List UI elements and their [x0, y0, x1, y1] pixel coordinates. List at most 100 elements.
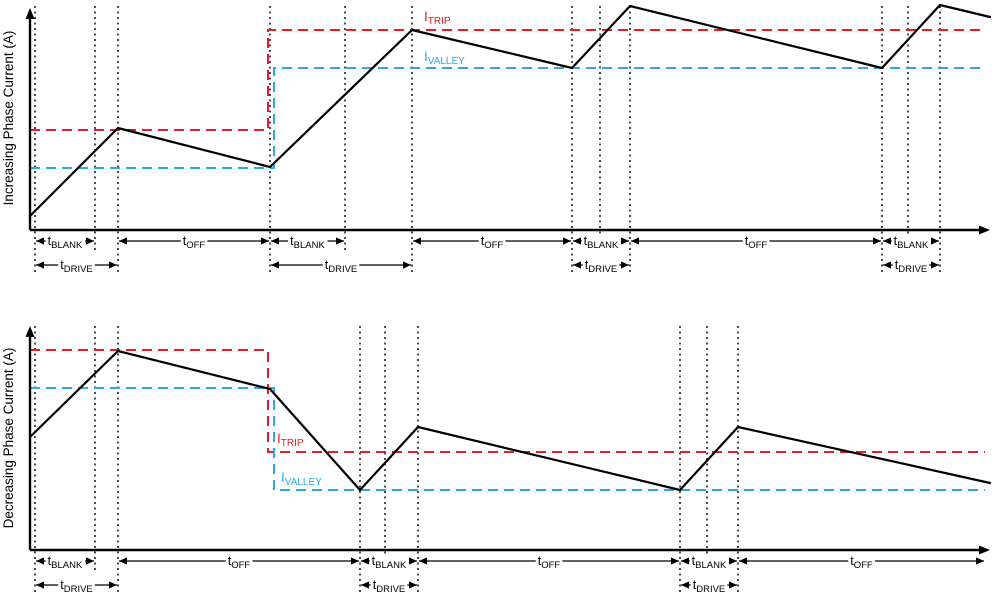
interval-label: tDRIVE [373, 578, 406, 595]
label-base: t [183, 234, 187, 248]
label-base: I [277, 431, 281, 446]
phase-current-waveform [28, 3, 992, 218]
label-base: t [693, 578, 697, 592]
arrowhead-right-icon [351, 557, 359, 565]
interval-label: tBLANK [894, 234, 929, 251]
arrowhead-right-icon [261, 237, 269, 245]
x-axis-arrow-icon [979, 545, 990, 555]
label-backing [180, 234, 208, 251]
label-subscript: DRIVE [696, 584, 725, 595]
label-subscript: BLANK [897, 240, 929, 251]
arrowhead-left-icon [631, 237, 639, 245]
label-subscript: VALLEY [285, 477, 322, 488]
x-axis-arrow-icon [979, 225, 990, 235]
label-backing [848, 554, 875, 571]
panel-increasing-phase-current: Increasing Phase Current (A)ITRIPIVALLEY… [1, 3, 992, 275]
arrowhead-left-icon [361, 581, 369, 589]
arrowhead-right-icon [873, 237, 881, 245]
arrowhead-left-icon [119, 557, 127, 565]
arrowhead-left-icon [573, 261, 581, 269]
arrowhead-left-icon [573, 237, 581, 245]
label-base: t [48, 554, 52, 568]
label-backing [742, 234, 770, 251]
arrowhead-left-icon [271, 237, 279, 245]
arrowhead-left-icon [361, 557, 369, 565]
label-subscript: BLANK [51, 240, 83, 251]
interval-label: tOFF [538, 554, 561, 571]
label-base: t [481, 234, 485, 248]
interval-label: tBLANK [584, 234, 619, 251]
label-base: t [894, 234, 898, 248]
itrip-level-line [30, 349, 985, 453]
arrowhead-left-icon [681, 581, 689, 589]
label-backing [581, 234, 621, 251]
interval-label: tBLANK [692, 554, 727, 571]
label-backing [58, 258, 95, 275]
ivalley-label: IVALLEY [281, 470, 322, 488]
itrip-label: ITRIP [277, 431, 304, 449]
label-subscript: OFF [854, 560, 873, 571]
label-base: t [290, 234, 294, 248]
label-base: t [372, 554, 376, 568]
label-subscript: OFF [186, 240, 205, 251]
arrowhead-right-icon [671, 557, 679, 565]
label-subscript: TRIP [281, 438, 304, 449]
interval-label: tOFF [183, 234, 206, 251]
label-subscript: TRIP [428, 16, 451, 27]
arrowhead-left-icon [413, 237, 421, 245]
arrowhead-right-icon [86, 557, 94, 565]
label-base: t [228, 554, 232, 568]
label-backing [45, 554, 85, 571]
label-subscript: BLANK [587, 240, 619, 251]
label-subscript: BLANK [51, 560, 83, 571]
y-axis-title: Increasing Phase Current (A) [1, 31, 16, 206]
arrowhead-right-icon [109, 261, 117, 269]
label-base: t [48, 234, 52, 248]
label-subscript: DRIVE [64, 264, 93, 275]
arrowhead-right-icon [931, 237, 939, 245]
arrowhead-right-icon [729, 581, 737, 589]
label-subscript: DRIVE [328, 264, 357, 275]
arrowhead-left-icon [119, 237, 127, 245]
interval-label: tDRIVE [585, 258, 618, 275]
phase-current-waveform [28, 349, 992, 492]
label-subscript: OFF [484, 240, 503, 251]
arrowhead-right-icon [563, 237, 571, 245]
arrowhead-left-icon [36, 261, 44, 269]
label-subscript: BLANK [294, 240, 326, 251]
y-axis-arrow-icon [25, 8, 35, 19]
label-base: t [538, 554, 542, 568]
arrowhead-right-icon [729, 557, 737, 565]
label-backing [478, 234, 506, 251]
arrowhead-right-icon [109, 581, 117, 589]
label-base: t [584, 234, 588, 248]
label-backing [369, 554, 409, 571]
arrowhead-left-icon [883, 261, 891, 269]
interval-label: tDRIVE [60, 578, 93, 595]
label-base: I [424, 49, 428, 64]
interval-label: tBLANK [290, 234, 325, 251]
arrowhead-left-icon [883, 237, 891, 245]
label-base: I [424, 9, 428, 24]
label-base: t [692, 554, 696, 568]
label-base: t [745, 234, 749, 248]
arrowhead-left-icon [36, 581, 44, 589]
interval-label: tDRIVE [60, 258, 93, 275]
label-backing [689, 554, 729, 571]
label-subscript: DRIVE [376, 584, 405, 595]
label-subscript: DRIVE [64, 584, 93, 595]
label-backing [45, 234, 85, 251]
label-base: t [373, 578, 377, 592]
arrowhead-right-icon [403, 261, 411, 269]
ivalley-label: IVALLEY [424, 49, 465, 67]
arrowhead-right-icon [409, 581, 417, 589]
itrip-level-line [30, 29, 985, 131]
interval-label: tDRIVE [693, 578, 726, 595]
itrip-label: ITRIP [424, 9, 451, 27]
arrowhead-left-icon [739, 557, 747, 565]
y-axis-arrow-icon [25, 326, 35, 337]
label-backing [892, 258, 930, 275]
arrowhead-left-icon [419, 557, 427, 565]
label-subscript: OFF [231, 560, 250, 571]
arrowhead-left-icon [36, 237, 44, 245]
